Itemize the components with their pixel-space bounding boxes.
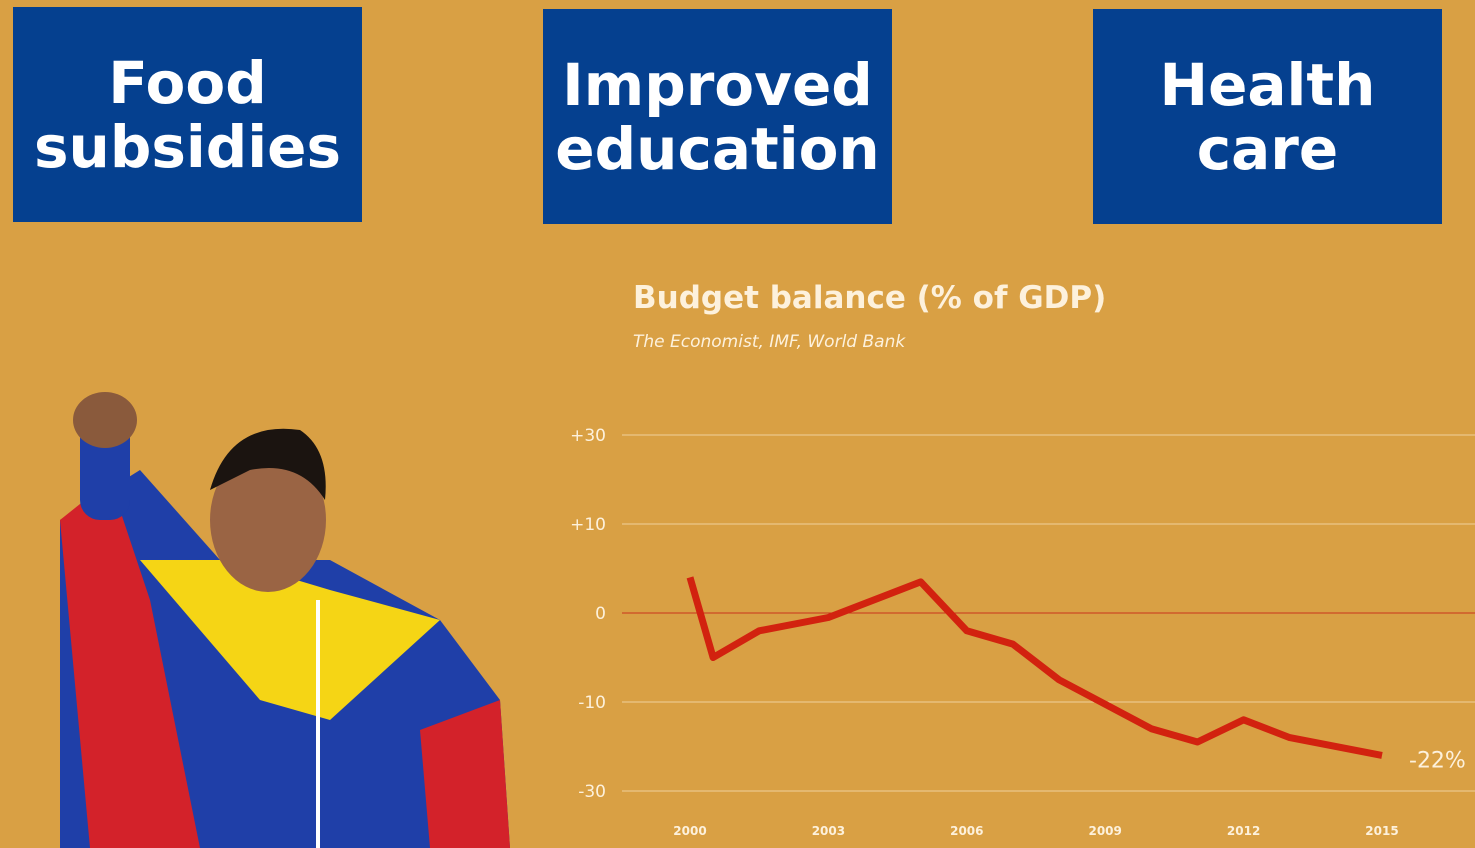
- y-tick-label: -10: [578, 693, 606, 713]
- x-tick-label: 2012: [1227, 824, 1260, 838]
- y-tick-label: +30: [570, 426, 606, 446]
- topic-box: Improved education: [543, 9, 892, 224]
- person-illustration: [60, 392, 510, 848]
- y-tick-label: 0: [595, 604, 606, 624]
- y-tick-label: -30: [578, 782, 606, 802]
- topic-box: Food subsidies: [13, 7, 362, 222]
- chart-title: Budget balance (% of GDP): [633, 280, 1106, 316]
- data-line: [686, 576, 1383, 759]
- end-label: -22%: [1409, 748, 1466, 773]
- chart-subtitle: The Economist, IMF, World Bank: [633, 332, 906, 352]
- x-tick-label: 2006: [950, 824, 983, 838]
- x-tick-label: 2009: [1088, 824, 1121, 838]
- topic-box: Health care: [1093, 9, 1442, 224]
- x-tick-label: 2015: [1365, 824, 1398, 838]
- x-tick-label: 2000: [673, 824, 706, 838]
- y-tick-label: +10: [570, 515, 606, 535]
- x-tick-label: 2003: [812, 824, 845, 838]
